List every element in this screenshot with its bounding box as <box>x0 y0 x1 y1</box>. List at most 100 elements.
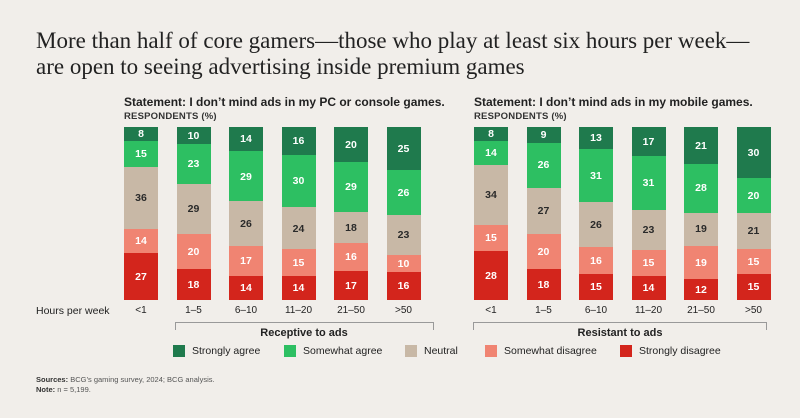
legend-somewhat-agree: Somewhat agree <box>284 345 382 357</box>
left-group-label: Receptive to ads <box>256 327 352 339</box>
x-axis-label: Hours per week <box>36 305 110 317</box>
bar-segment-somewhat-disagree: 10 <box>386 255 421 273</box>
bar-segment-neutral: 26 <box>579 202 613 248</box>
legend-label: Strongly disagree <box>639 345 721 357</box>
bar-segment-strongly-disagree: 18 <box>176 268 211 301</box>
bar-segment-neutral: 27 <box>526 187 561 235</box>
bar-segment-somewhat-agree: 30 <box>281 154 316 208</box>
bar-segment-strongly-disagree: 15 <box>736 274 771 301</box>
x-tick-label: <1 <box>135 305 147 316</box>
right-panel-title: Statement: I don’t mind ads in my mobile… <box>474 95 753 109</box>
x-tick-label: 1–5 <box>185 305 202 316</box>
note-label: Note: <box>36 385 56 394</box>
bar-segment-strongly-agree: 17 <box>631 127 666 157</box>
source-note: Sources: BCG’s gaming survey, 2024; BCG … <box>36 375 215 395</box>
bar-segment-somewhat-agree: 23 <box>176 144 211 185</box>
x-tick-label: 21–50 <box>337 305 365 316</box>
bar-segment-strongly-agree: 25 <box>386 127 421 171</box>
bar-segment-somewhat-disagree: 14 <box>124 229 158 254</box>
bar-segment-somewhat-disagree: 19 <box>684 245 718 280</box>
bar-segment-somewhat-agree: 28 <box>684 163 718 214</box>
left-panel-title: Statement: I don’t mind ads in my PC or … <box>124 95 445 109</box>
bar-segment-neutral: 18 <box>334 211 368 244</box>
x-tick-label: 11–20 <box>634 305 663 316</box>
bar-segment-somewhat-disagree: 15 <box>736 248 771 275</box>
bar-segment-neutral: 23 <box>631 210 666 251</box>
bar-segment-somewhat-disagree: 17 <box>229 246 263 277</box>
bar-segment-somewhat-agree: 31 <box>579 149 613 203</box>
legend-swatch-strongly-disagree <box>620 345 632 357</box>
legend-neutral: Neutral <box>405 345 458 357</box>
bar-segment-somewhat-disagree: 20 <box>526 234 561 270</box>
bar-segment-strongly-disagree: 15 <box>579 274 613 301</box>
bar-segment-neutral: 19 <box>684 212 718 247</box>
bar-segment-strongly-agree: 21 <box>684 127 718 165</box>
bar-segment-somewhat-disagree: 16 <box>579 246 613 275</box>
bar-segment-somewhat-disagree: 15 <box>281 249 316 277</box>
legend-label: Somewhat agree <box>303 345 383 357</box>
bar-segment-somewhat-disagree: 15 <box>631 249 666 277</box>
x-tick-label: 6–10 <box>584 305 608 316</box>
note-text: n = 5,199. <box>57 385 91 394</box>
bar-segment-neutral: 23 <box>386 215 421 256</box>
sources-text: BCG’s gaming survey, 2024; BCG analysis. <box>70 375 215 384</box>
bar-segment-somewhat-agree: 26 <box>526 142 561 189</box>
bar-segment-strongly-agree: 8 <box>474 127 508 142</box>
legend-swatch-somewhat-disagree <box>485 345 497 357</box>
bar-segment-neutral: 34 <box>474 165 508 226</box>
chart-title: More than half of core gamers—those who … <box>36 28 750 79</box>
right-group-label: Resistant to ads <box>573 327 667 339</box>
bar-segment-strongly-agree: 9 <box>526 127 561 144</box>
x-tick-label: <1 <box>485 305 497 316</box>
bar-segment-strongly-disagree: 16 <box>386 272 421 301</box>
legend: Strongly agree Somewhat agree Neutral So… <box>0 345 800 359</box>
bar-segment-strongly-disagree: 14 <box>281 275 316 301</box>
bar-segment-neutral: 24 <box>281 207 316 250</box>
x-tick-label: 21–50 <box>687 305 715 316</box>
x-tick-label: 11–20 <box>284 305 313 316</box>
bar-segment-strongly-disagree: 17 <box>334 270 368 301</box>
bar-segment-somewhat-agree: 26 <box>386 170 421 216</box>
right-panel-unit: RESPONDENTS (%) <box>474 111 567 122</box>
left-panel-unit: RESPONDENTS (%) <box>124 111 217 122</box>
bar-segment-strongly-disagree: 18 <box>526 268 561 301</box>
bar-segment-somewhat-disagree: 15 <box>474 224 508 252</box>
legend-strongly-disagree: Strongly disagree <box>620 345 721 357</box>
bar-segment-strongly-agree: 8 <box>124 127 158 142</box>
legend-label: Somewhat disagree <box>504 345 597 357</box>
bar-segment-strongly-disagree: 14 <box>229 275 263 301</box>
bar-segment-strongly-agree: 10 <box>176 127 211 145</box>
legend-swatch-somewhat-agree <box>284 345 296 357</box>
bar-segment-neutral: 26 <box>229 201 263 247</box>
bar-segment-somewhat-agree: 15 <box>124 140 158 168</box>
bar-segment-strongly-agree: 30 <box>736 127 771 179</box>
bar-segment-strongly-agree: 13 <box>579 127 613 150</box>
legend-label: Neutral <box>424 345 458 357</box>
bar-segment-strongly-disagree: 27 <box>124 253 158 301</box>
bar-segment-strongly-disagree: 14 <box>631 275 666 301</box>
bar-segment-somewhat-agree: 31 <box>631 156 666 211</box>
legend-somewhat-disagree: Somewhat disagree <box>485 345 597 357</box>
x-tick-label: 6–10 <box>234 305 258 316</box>
bar-segment-strongly-agree: 20 <box>334 127 368 163</box>
left-group-bracket <box>175 322 434 330</box>
bar-segment-strongly-agree: 14 <box>229 127 263 152</box>
bar-segment-somewhat-agree: 20 <box>736 178 771 214</box>
bar-segment-somewhat-agree: 14 <box>474 140 508 166</box>
x-tick-label: >50 <box>745 305 762 316</box>
right-group-bracket <box>473 322 767 330</box>
bar-segment-neutral: 36 <box>124 166 158 230</box>
legend-strongly-agree: Strongly agree <box>173 345 260 357</box>
legend-label: Strongly agree <box>192 345 261 357</box>
bar-segment-neutral: 29 <box>176 184 211 235</box>
bar-segment-somewhat-agree: 29 <box>229 151 263 202</box>
bar-segment-strongly-disagree: 12 <box>684 279 718 301</box>
bar-segment-somewhat-agree: 29 <box>334 161 368 213</box>
x-tick-label: >50 <box>395 305 412 316</box>
legend-swatch-neutral <box>405 345 417 357</box>
x-tick-label: 1–5 <box>535 305 552 316</box>
bar-segment-strongly-disagree: 28 <box>474 251 508 301</box>
bar-segment-strongly-agree: 16 <box>281 127 316 156</box>
bar-segment-somewhat-disagree: 20 <box>176 234 211 270</box>
sources-label: Sources: <box>36 375 69 384</box>
